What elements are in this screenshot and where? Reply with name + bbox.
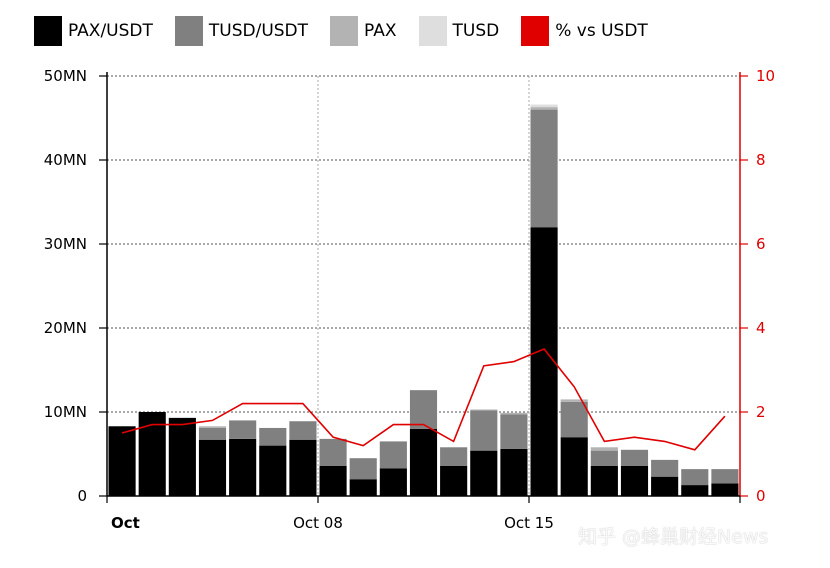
bar-segment [168, 417, 196, 496]
left-axis-tick-label: 20MN [44, 319, 87, 337]
watermark: 知乎 @蜂巢财经News [578, 526, 769, 548]
bar-segment [349, 458, 377, 480]
left-axis-tick-label: 40MN [44, 151, 87, 169]
bar-segment [198, 427, 227, 440]
legend-swatch [521, 16, 550, 46]
legend-label: TUSD/USDT [208, 21, 309, 41]
legend-item: TUSD [418, 16, 500, 46]
bar-segment [198, 439, 227, 496]
bar-segment [409, 390, 438, 429]
bar-segment [651, 459, 679, 477]
legend-label: PAX/USDT [68, 21, 153, 41]
x-axis-tick-label: Oct 08 [293, 514, 343, 532]
bar-segment [229, 420, 257, 439]
bar-segment [620, 465, 649, 496]
right-axis-tick-label: 2 [756, 403, 766, 421]
x-axis-tick-label: Oct [111, 514, 140, 532]
bar-segment [289, 421, 317, 440]
legend-item: PAX/USDT [34, 16, 153, 46]
bar-segment [289, 439, 317, 496]
bar-segment [590, 465, 618, 496]
bar-segment [530, 107, 558, 110]
bar-segment [711, 483, 739, 496]
bar-segment [259, 445, 287, 496]
bar-segment [681, 485, 709, 496]
bar-segment [500, 414, 528, 449]
legend-label: TUSD [452, 21, 500, 41]
legend-label: % vs USDT [555, 21, 648, 41]
bar-segment [560, 401, 588, 438]
bar-segment [229, 438, 257, 496]
right-axis-tick-label: 0 [756, 487, 766, 505]
bar-segment [470, 450, 498, 496]
bar-segment [530, 104, 558, 108]
left-axis-tick-label: 30MN [44, 235, 87, 253]
legend-label: PAX [364, 21, 397, 41]
bar-segment [379, 468, 407, 496]
right-axis-tick-label: 6 [756, 235, 766, 253]
legend-swatch [174, 16, 203, 46]
bar-segment [500, 412, 528, 415]
bar-segment [470, 409, 498, 411]
bar-segment [500, 448, 528, 496]
bar-segment [590, 447, 618, 451]
bar-segment [108, 426, 136, 496]
bar-segment [319, 465, 347, 496]
right-axis-tick-label: 8 [756, 151, 766, 169]
bar-segment [319, 438, 347, 466]
right-axis-tick-label: 10 [756, 67, 775, 85]
bar-segment [530, 109, 558, 228]
legend-item: PAX [330, 16, 397, 46]
bar-segment [651, 476, 679, 496]
left-axis-tick-label: 50MN [44, 67, 87, 85]
bar-segment [560, 399, 588, 402]
bar-segment [681, 469, 709, 486]
bar-segment [711, 469, 739, 484]
left-axis-tick-label: 10MN [44, 403, 87, 421]
legend-item: TUSD/USDT [174, 16, 309, 46]
left-axis-tick-label: 0 [77, 487, 87, 505]
legend-swatch [330, 16, 359, 46]
legend-item: % vs USDT [521, 16, 648, 46]
x-axis-tick-label: Oct 15 [504, 514, 554, 532]
bar-segment [259, 427, 287, 446]
bar-segment [620, 449, 649, 466]
legend: PAX/USDT TUSD/USDT PAX TUSD % vs USDT [34, 16, 670, 46]
bar-segment [560, 437, 588, 496]
bar-segment [349, 479, 377, 496]
legend-swatch [418, 16, 447, 46]
line-series-pct-vs-usdt [121, 348, 726, 451]
legend-swatch [34, 16, 62, 46]
bar-segment [198, 426, 227, 428]
bar-segment [440, 465, 468, 496]
bar-segment [138, 412, 166, 496]
right-axis-tick-label: 4 [756, 319, 766, 337]
bar-segment [379, 441, 407, 469]
bar-segment [590, 450, 618, 466]
bar-segment [409, 428, 438, 496]
bar-segment [470, 410, 498, 451]
bar-segment [440, 447, 468, 466]
